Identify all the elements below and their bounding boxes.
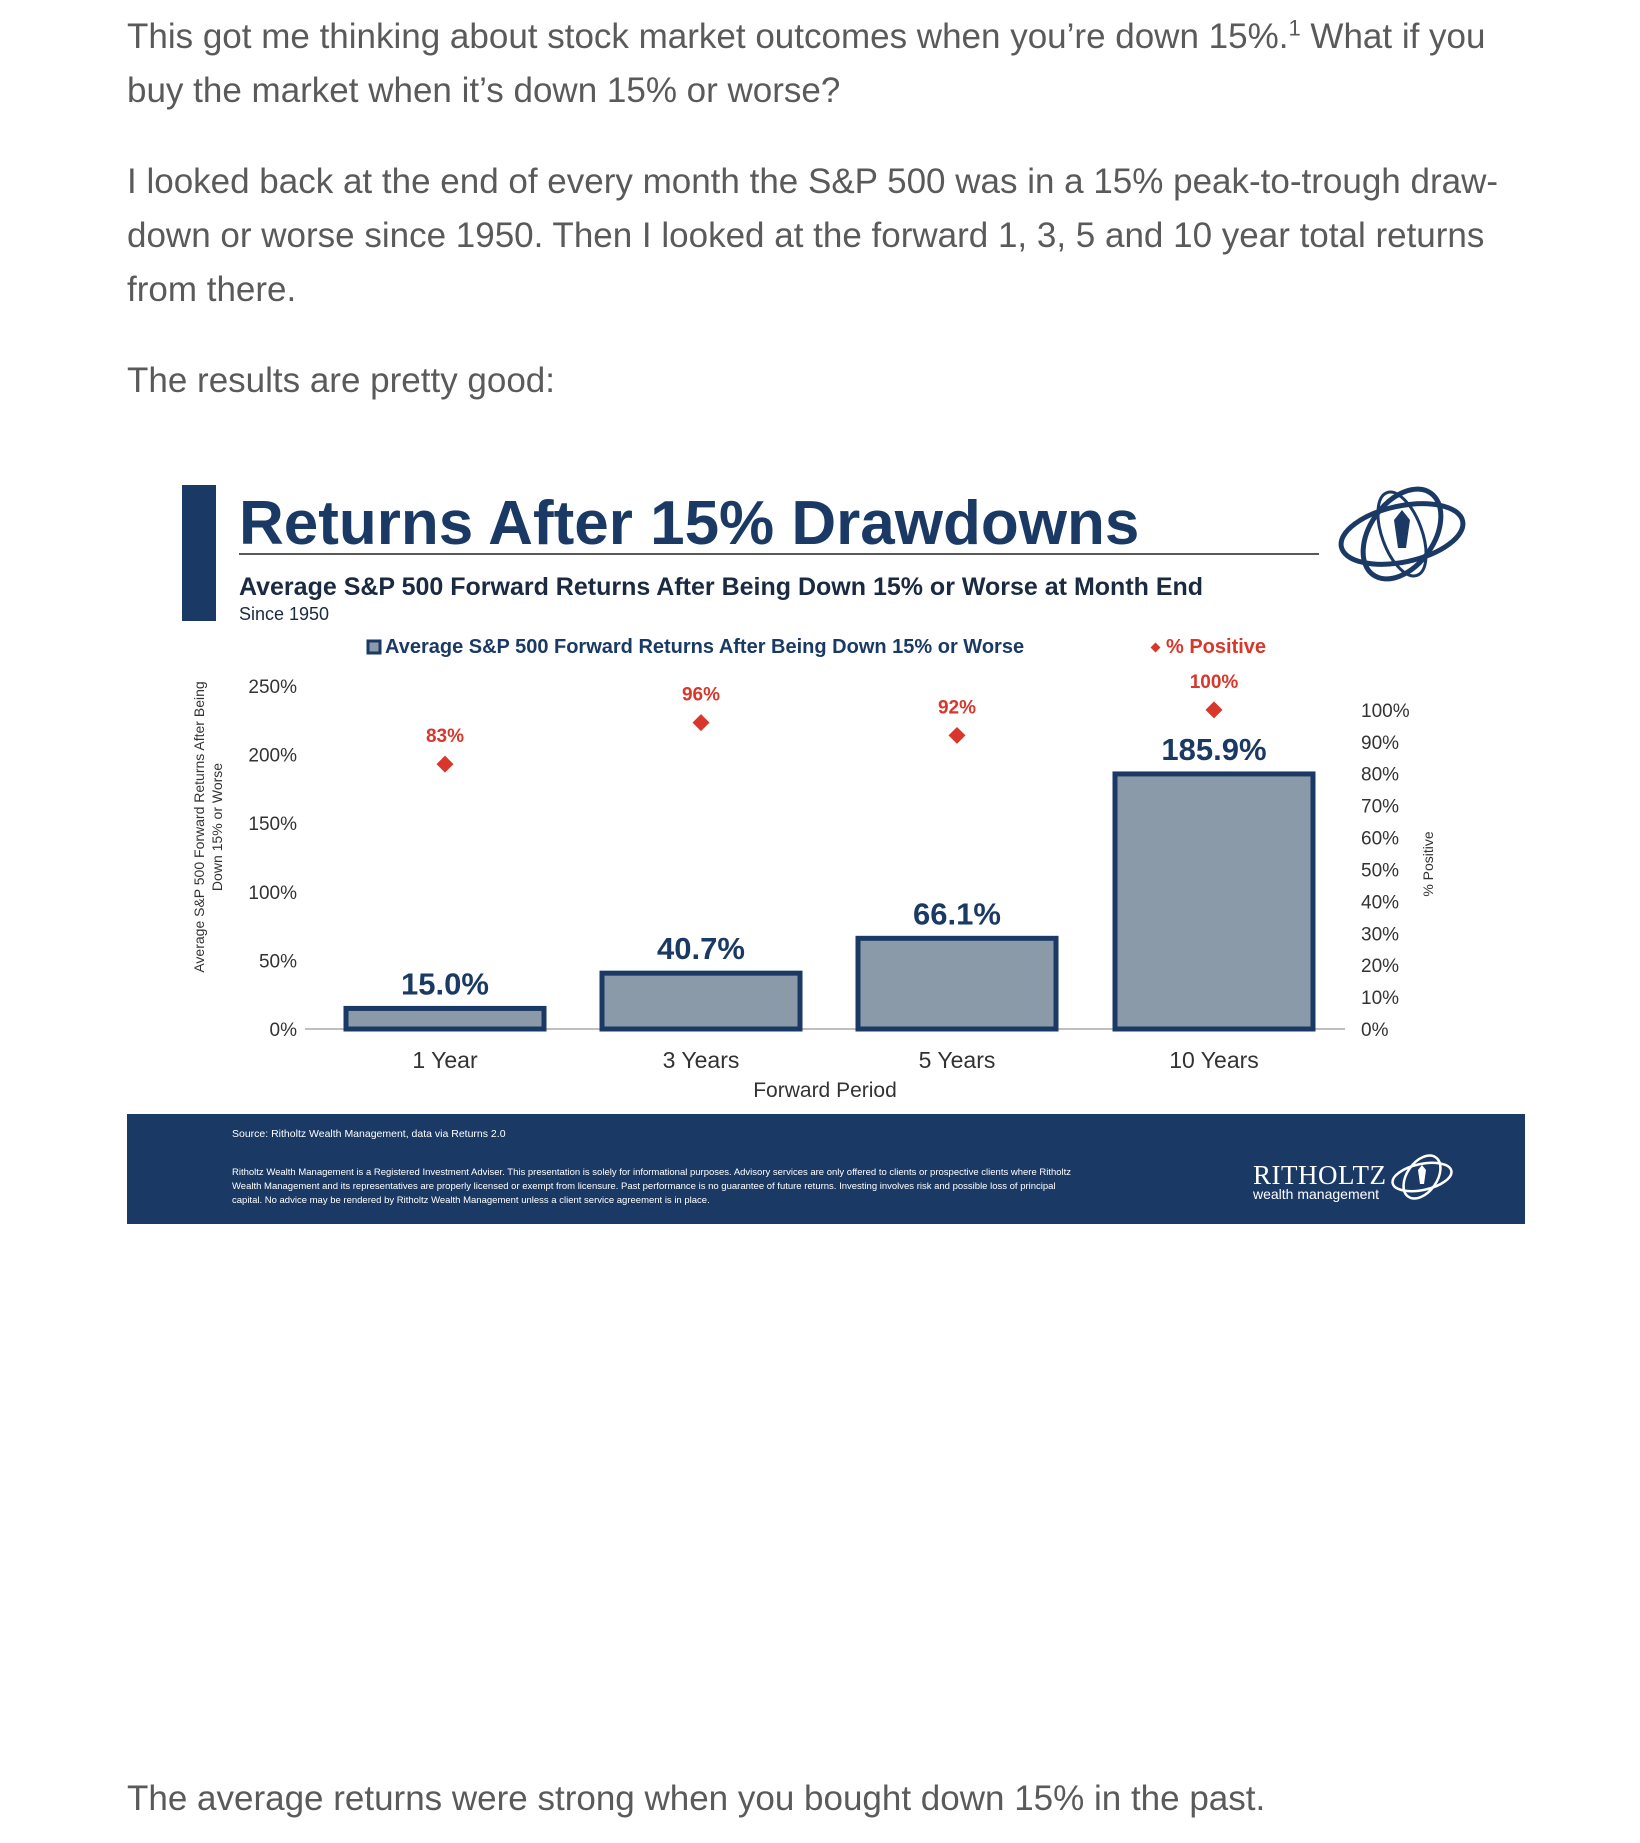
x-tick-label: 3 Years: [663, 1047, 740, 1073]
chart-footer: Source: Ritholtz Wealth Management, data…: [127, 1114, 1525, 1224]
y2-tick-label: 50%: [1361, 860, 1399, 881]
x-tick-label: 1 Year: [412, 1047, 478, 1073]
article-paragraph-1: This got me thinking about stock market …: [127, 10, 1547, 118]
ritholtz-logo-icon: [1338, 486, 1466, 582]
y2-tick-label: 100%: [1361, 701, 1410, 722]
bar: [599, 970, 803, 1032]
chart-figure: Returns After 15% Drawdowns Average S&P …: [127, 468, 1525, 1225]
article-paragraph-4: The average returns were strong when you…: [127, 1779, 1266, 1818]
y2-tick-label: 60%: [1361, 829, 1399, 850]
chart-source: Source: Ritholtz Wealth Management, data…: [232, 1128, 506, 1140]
bar-value-label: 15.0%: [401, 966, 489, 1001]
chart-subtitle-since: Since 1950: [239, 604, 329, 624]
bar-value-label: 66.1%: [913, 896, 1001, 931]
y2-tick-label: 10%: [1361, 988, 1399, 1009]
percent-positive-marker: [436, 755, 454, 773]
x-axis: 1 Year 3 Years 5 Years 10 Years: [412, 1047, 1258, 1073]
chart-svg: Returns After 15% Drawdowns Average S&P …: [182, 485, 1466, 1102]
p1-rest-text: What if you buy the market when it’s dow…: [127, 17, 1486, 110]
legend-bar-swatch: [366, 639, 382, 655]
percent-positive-marker: [948, 726, 966, 744]
legend-bar-label: Average S&P 500 Forward Returns After Be…: [385, 636, 1024, 658]
percent-positive-label: 83%: [426, 726, 464, 747]
legend-diamond-label: % Positive: [1166, 636, 1266, 658]
y2-axis-title: % Positive: [1420, 831, 1436, 897]
percent-positive-label: 92%: [938, 697, 976, 718]
y-axis-left: 0% 50% 100% 150% 200% 250%: [248, 677, 297, 1041]
percent-positive-marker: [1205, 701, 1223, 719]
footer-brand-sub: wealth management: [1253, 1186, 1380, 1202]
p1-main-text: This got me thinking about stock market …: [127, 17, 1289, 56]
bar: [1112, 771, 1316, 1032]
y2-tick-label: 70%: [1361, 797, 1399, 818]
bar-series: 15.0% 40.7% 66.1% 185.9%: [343, 732, 1316, 1032]
x-tick-label: 5 Years: [919, 1047, 996, 1073]
percent-positive-label: 96%: [682, 685, 720, 706]
y-tick-label: 100%: [248, 883, 297, 904]
percent-positive-marker: [692, 714, 710, 732]
y-tick-label: 0%: [270, 1020, 298, 1041]
article-paragraph-3: The results are pretty good:: [127, 361, 555, 400]
chart-disclaimer: Ritholtz Wealth Management is a Register…: [232, 1167, 1072, 1206]
bar: [855, 935, 1059, 1032]
legend-diamond-swatch: [1150, 642, 1161, 653]
y-tick-label: 250%: [248, 677, 297, 698]
footer-logo-icon: [1391, 1154, 1453, 1200]
y2-tick-label: 90%: [1361, 733, 1399, 754]
y-axis-right: 0% 10% 20% 30% 40% 50% 60% 70% 80% 90% 100%: [1361, 701, 1410, 1041]
y-axis-title-line1: Average S&P 500 Forward Returns After Be…: [191, 681, 207, 972]
y-tick-label: 50%: [259, 951, 297, 972]
y-axis-title-line2: Down 15% or Worse: [209, 763, 225, 891]
y2-tick-label: 0%: [1361, 1020, 1389, 1041]
footnote-link-1[interactable]: 1: [1288, 15, 1301, 41]
x-axis-title: Forward Period: [753, 1079, 897, 1102]
chart-title: Returns After 15% Drawdowns: [239, 489, 1139, 558]
chart-legend: Average S&P 500 Forward Returns After Be…: [366, 636, 1266, 658]
y2-tick-label: 40%: [1361, 892, 1399, 913]
title-accent-bar: [182, 485, 216, 621]
percent-positive-series: 83% 96% 92% 100%: [426, 672, 1238, 773]
y-tick-label: 200%: [248, 746, 297, 767]
article-paragraph-2: I looked back at the end of every month …: [127, 162, 1498, 309]
percent-positive-label: 100%: [1190, 672, 1239, 693]
chart-subtitle: Average S&P 500 Forward Returns After Be…: [239, 573, 1203, 601]
bar: [343, 1005, 547, 1032]
footer-brand-name: RITHOLTZ: [1253, 1160, 1387, 1190]
y2-tick-label: 30%: [1361, 924, 1399, 945]
bar-value-label: 185.9%: [1161, 732, 1266, 767]
bar-value-label: 40.7%: [657, 931, 745, 966]
x-tick-label: 10 Years: [1169, 1047, 1259, 1073]
y2-tick-label: 80%: [1361, 765, 1399, 786]
y2-tick-label: 20%: [1361, 956, 1399, 977]
y-tick-label: 150%: [248, 814, 297, 835]
